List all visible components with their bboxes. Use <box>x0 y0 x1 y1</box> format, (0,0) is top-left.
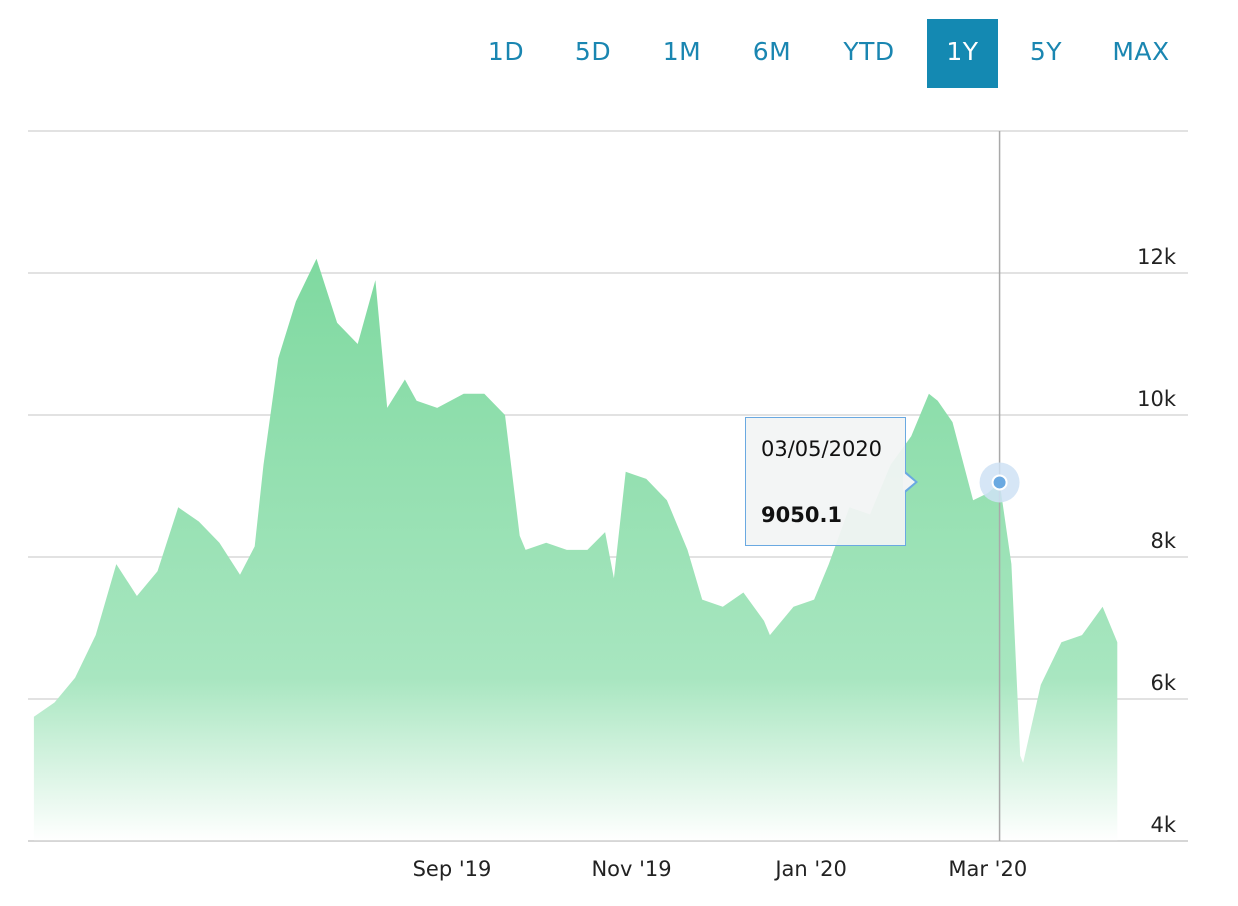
range-selector: 1D 5D 1M 6M YTD 1Y 5Y MAX <box>0 19 1238 88</box>
range-button-5d[interactable]: 5D <box>574 37 612 66</box>
y-axis-ticks: 4k 6k 8k 10k 12k <box>1137 245 1177 837</box>
range-button-6m[interactable]: 6M <box>752 37 792 66</box>
tooltip-date: 03/05/2020 <box>761 437 883 461</box>
tooltip-arrow-fill <box>903 472 915 492</box>
range-button-1y[interactable]: 1Y <box>927 19 998 88</box>
y-tick-label: 4k <box>1150 813 1176 837</box>
range-button-1m[interactable]: 1M <box>662 37 702 66</box>
y-tick-label: 12k <box>1137 245 1177 269</box>
x-tick-label: Sep '19 <box>413 857 492 881</box>
y-tick-label: 6k <box>1150 671 1176 695</box>
range-button-1d[interactable]: 1D <box>487 37 525 66</box>
y-tick-label: 10k <box>1137 387 1177 411</box>
range-button-ytd[interactable]: YTD <box>843 37 895 66</box>
range-button-max[interactable]: MAX <box>1112 37 1170 66</box>
tooltip-value: 9050.1 <box>761 503 843 527</box>
price-area-series <box>33 258 1118 841</box>
x-axis-ticks: Sep '19 Nov '19 Jan '20 Mar '20 <box>413 857 1028 881</box>
x-tick-label: Nov '19 <box>591 857 671 881</box>
highlight-marker[interactable] <box>991 474 1008 491</box>
x-tick-label: Jan '20 <box>773 857 847 881</box>
x-tick-label: Mar '20 <box>948 857 1027 881</box>
tooltip: 03/05/2020 9050.1 <box>745 417 906 546</box>
y-tick-label: 8k <box>1150 529 1176 553</box>
range-button-5y[interactable]: 5Y <box>1029 37 1063 66</box>
